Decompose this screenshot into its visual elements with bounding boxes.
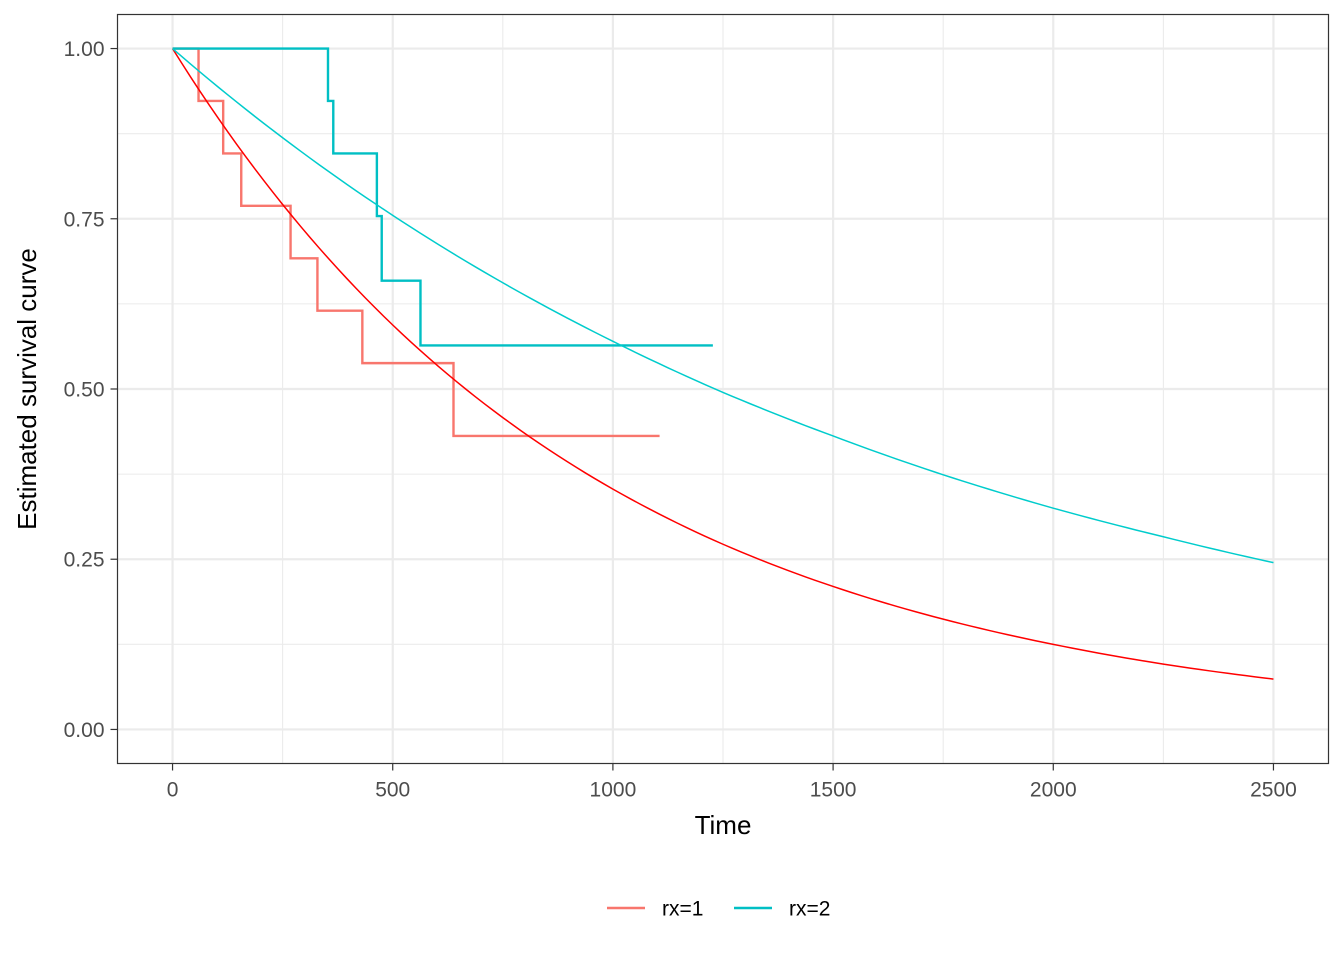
y-tick-label: 0.75 (64, 208, 105, 231)
x-tick-label: 1000 (590, 779, 637, 802)
fitted-curve-series-4 (172, 47, 1274, 564)
x-tick-label: 2000 (1030, 779, 1077, 802)
km-step-series-2 (172, 47, 713, 347)
y-tick-label: 0.25 (64, 549, 105, 572)
x-tick-label: 1500 (810, 779, 857, 802)
y-axis-title: Estimated survival curve (12, 248, 42, 530)
y-tick-label: 0.00 (64, 719, 105, 742)
km-step-series-1 (172, 47, 660, 438)
fitted-curve-series-3 (171, 48, 1274, 680)
x-axis-title: Time (695, 810, 752, 840)
x-tick-label: 500 (375, 779, 410, 802)
legend-item-2: rx=2 (734, 898, 830, 921)
minor-gridlines (117, 14, 1329, 764)
legend-label: rx=2 (789, 898, 830, 921)
y-tick-label: 0.50 (64, 379, 105, 402)
legend-label: rx=1 (662, 898, 703, 921)
x-tick-label: 2500 (1250, 779, 1297, 802)
x-tick-label: 0 (167, 779, 179, 802)
y-axis: 0.00 0.25 0.50 0.75 1.00 (64, 38, 118, 742)
major-gridlines (117, 14, 1329, 764)
legend: rx=1 rx=2 (607, 898, 830, 921)
legend-item-1: rx=1 (607, 898, 703, 921)
series-layer (171, 47, 1274, 680)
x-axis: 0 500 1000 1500 2000 2500 (167, 763, 1297, 802)
y-tick-label: 1.00 (64, 38, 105, 61)
